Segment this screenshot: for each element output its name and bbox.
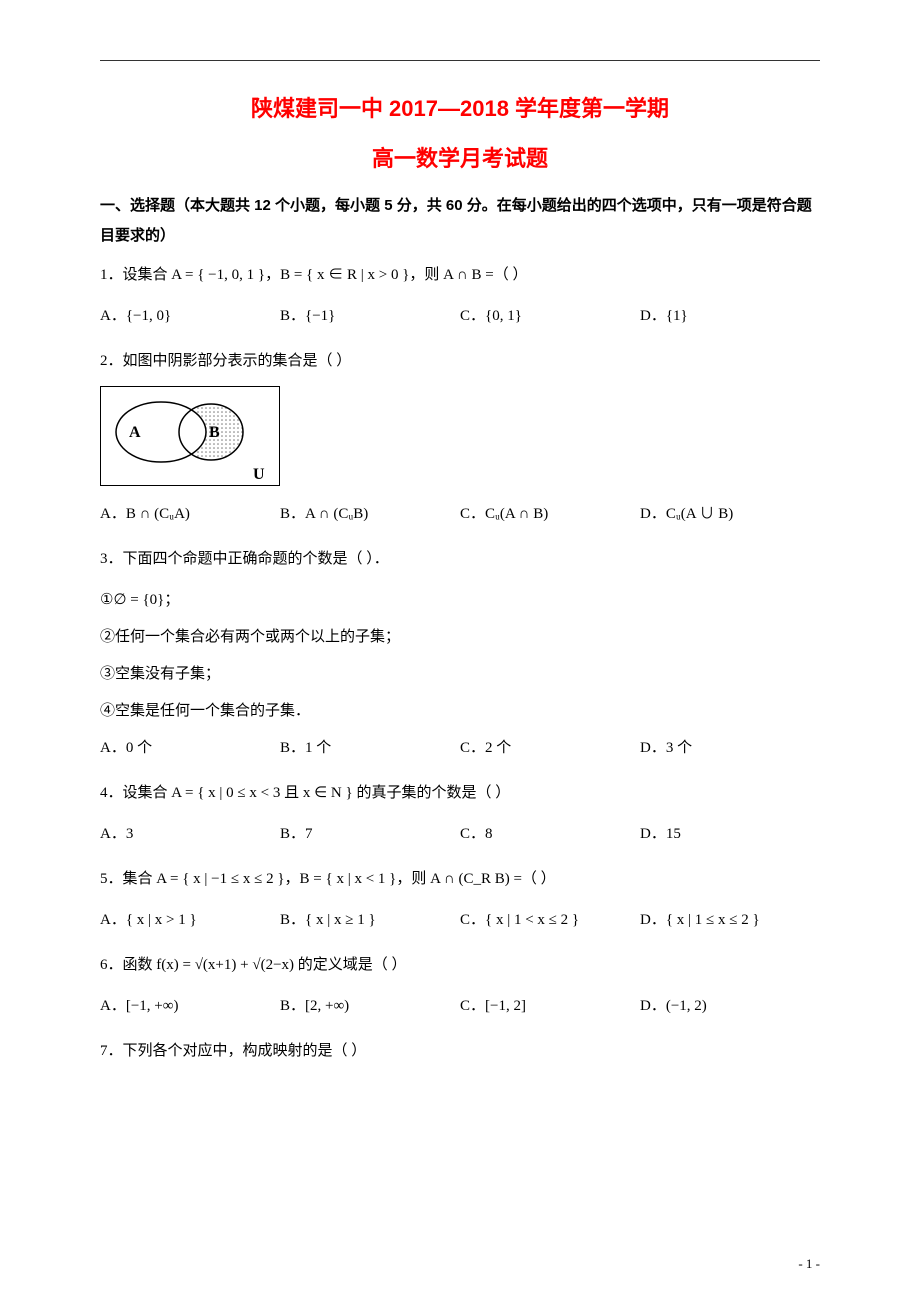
q4-options: A．3 B．7 C．8 D．15 [100,818,820,851]
q3-optB: B．1 个 [280,732,460,765]
top-rule [100,60,820,61]
q4-optD: D．15 [640,818,820,851]
q3-optA: A．0 个 [100,732,280,765]
q3-sub4: ④空集是任何一个集合的子集． [100,695,820,728]
title-school-year: 陕煤建司一中 2017—2018 学年度第一学期 [100,91,820,123]
q4-optB: B．7 [280,818,460,851]
q6-options: A．[−1, +∞) B．[2, +∞) C．[−1, 2] D．(−1, 2) [100,990,820,1023]
q6-optA: A．[−1, +∞) [100,990,280,1023]
q1-optB: B．{−1} [280,300,460,333]
q6-optC: C．[−1, 2] [460,990,640,1023]
q6-stem: 6．函数 f(x) = √(x+1) + √(2−x) 的定义域是（ ） [100,949,820,982]
q1-stem: 1．设集合 A = { −1, 0, 1 }，B = { x ∈ R | x >… [100,259,820,292]
q5-optC: C．{ x | 1 < x ≤ 2 } [460,904,640,937]
q2-optB: B．A ∩ (CᵤB) [280,498,460,531]
q3-optC: C．2 个 [460,732,640,765]
q4-optC: C．8 [460,818,640,851]
q5-options: A．{ x | x > 1 } B．{ x | x ≥ 1 } C．{ x | … [100,904,820,937]
q1-options: A．{−1, 0} B．{−1} C．{0, 1} D．{1} [100,300,820,333]
q1-optA: A．{−1, 0} [100,300,280,333]
venn-label-b: B [209,424,220,441]
venn-label-u: U [253,466,265,483]
q3-sub2: ②任何一个集合必有两个或两个以上的子集； [100,621,820,654]
q5-stem: 5．集合 A = { x | −1 ≤ x ≤ 2 }，B = { x | x … [100,863,820,896]
q1-optC: C．{0, 1} [460,300,640,333]
section-1-header: 一、选择题（本大题共 12 个小题，每小题 5 分，共 60 分。在每小题给出的… [100,191,820,251]
page-number: - 1 - [798,1256,820,1272]
q3-sub1: ①∅ = {0}； [100,584,820,617]
venn-label-a: A [129,424,141,441]
q2-optA: A．B ∩ (CᵤA) [100,498,280,531]
q7-stem: 7．下列各个对应中，构成映射的是（ ） [100,1035,820,1068]
q2-optD: D．Cᵤ(A ∪ B) [640,498,820,531]
q2-optC: C．Cᵤ(A ∩ B) [460,498,640,531]
q1-optD: D．{1} [640,300,820,333]
q3-stem: 3．下面四个命题中正确命题的个数是（ ）． [100,543,820,576]
q6-optB: B．[2, +∞) [280,990,460,1023]
q4-stem: 4．设集合 A = { x | 0 ≤ x < 3 且 x ∈ N } 的真子集… [100,777,820,810]
q4-optA: A．3 [100,818,280,851]
q2-options: A．B ∩ (CᵤA) B．A ∩ (CᵤB) C．Cᵤ(A ∩ B) D．Cᵤ… [100,498,820,531]
venn-svg: A B U [101,387,281,487]
q6-optD: D．(−1, 2) [640,990,820,1023]
venn-diagram: A B U [100,386,280,486]
q3-options: A．0 个 B．1 个 C．2 个 D．3 个 [100,732,820,765]
q5-optB: B．{ x | x ≥ 1 } [280,904,460,937]
q3-sub3: ③空集没有子集； [100,658,820,691]
q5-optD: D．{ x | 1 ≤ x ≤ 2 } [640,904,820,937]
q5-optA: A．{ x | x > 1 } [100,904,280,937]
title-exam: 高一数学月考试题 [100,141,820,173]
q2-stem: 2．如图中阴影部分表示的集合是（ ） [100,345,820,378]
q3-optD: D．3 个 [640,732,820,765]
